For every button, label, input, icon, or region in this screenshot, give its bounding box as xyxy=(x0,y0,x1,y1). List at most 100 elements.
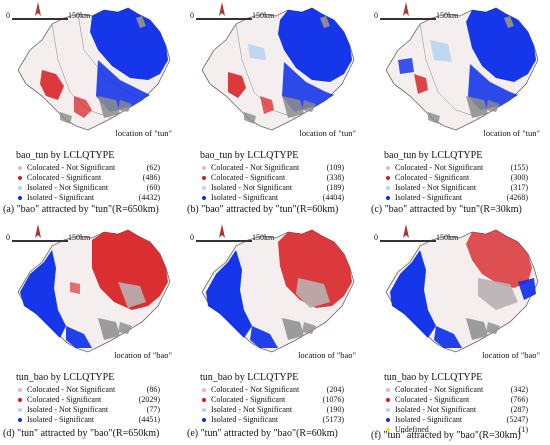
legend-item: Colocated - Significant (486) xyxy=(0,173,178,183)
legend-count: (109) xyxy=(326,163,344,172)
map-e: 0 150km location of "bao" xyxy=(184,222,362,370)
north-arrow-icon xyxy=(35,2,41,16)
legend-symbol xyxy=(18,186,22,190)
legend-label: Isolated - Significant xyxy=(27,415,95,424)
north-arrow-icon xyxy=(35,224,41,238)
legend-item: Isolated - Significant (4268) xyxy=(368,193,546,203)
legend-title: bao_tun by LCLQTYPE xyxy=(384,150,483,161)
scale-zero-label: 0 xyxy=(190,11,194,20)
legend-count: (190) xyxy=(326,405,344,414)
scale-bar: 0 150km xyxy=(4,2,94,22)
legend-count: (1076) xyxy=(322,395,344,404)
scale-distance-label: 150km xyxy=(252,233,275,242)
scale-distance-label: 150km xyxy=(252,11,275,20)
legend-label: Colocated - Significant xyxy=(395,395,470,404)
panel-b: 0 150km location of "tun" bao_tun by LCL… xyxy=(184,0,362,218)
legend-label: Isolated - Significant xyxy=(211,415,279,424)
legend-label: Colocated - Not Significant xyxy=(395,385,484,394)
legend-count: (189) xyxy=(326,183,344,192)
legend-symbol xyxy=(18,176,22,180)
legend-symbol xyxy=(18,418,22,422)
legend-symbol xyxy=(386,388,390,392)
scale-zero-label: 0 xyxy=(374,11,378,20)
scale-line xyxy=(196,18,252,20)
legend-label: Undefined xyxy=(395,425,429,434)
legend-item: Colocated - Significant (2029) xyxy=(0,395,178,405)
legend-title: tun_bao by LCLQTYPE xyxy=(16,372,115,383)
legend-count: (204) xyxy=(326,385,344,394)
legend-label: Isolated - Significant xyxy=(211,193,279,202)
legend-label: Isolated - Not Significant xyxy=(395,405,477,414)
north-arrow-icon xyxy=(219,224,225,238)
legend-symbol xyxy=(18,196,22,200)
legend-item: Isolated - Significant (4404) xyxy=(184,193,362,203)
legend-count: (2029) xyxy=(138,395,160,404)
north-arrow-icon xyxy=(403,2,409,16)
map-d: 0 150km location of "bao" xyxy=(0,222,178,370)
legend-title: tun_bao by LCLQTYPE xyxy=(200,372,299,383)
legend-symbol xyxy=(18,166,22,170)
legend: tun_bao by LCLQTYPE Colocated - Not Sign… xyxy=(0,372,178,425)
legend-label: Colocated - Not Significant xyxy=(395,163,484,172)
panel-f: 0 150km location of "bao" tun_bao by LCL… xyxy=(368,222,546,441)
legend-symbol xyxy=(386,408,390,412)
legend-count: (155) xyxy=(510,163,528,172)
legend-item: Isolated - Significant (5247) xyxy=(368,415,546,425)
scale-bar: 0 150km xyxy=(188,2,278,22)
legend-symbol xyxy=(386,398,390,402)
legend-symbol xyxy=(18,408,22,412)
panel-a: 0 150km location of "tun" bao_tun by LCL… xyxy=(0,0,178,218)
legend-label: Isolated - Not Significant xyxy=(27,183,109,192)
map-b: 0 150km location of "tun" xyxy=(184,0,362,148)
legend: tun_bao by LCLQTYPE Colocated - Not Sign… xyxy=(368,372,546,435)
scale-bar: 0 150km xyxy=(372,224,462,244)
scale-zero-label: 0 xyxy=(374,233,378,242)
location-label: location of "tun" xyxy=(115,128,172,138)
scale-bar: 0 150km xyxy=(188,224,278,244)
caption: (c) "bao" attracted by "tun"(R=30km) xyxy=(371,204,522,215)
legend-item: Isolated - Not Significant (77) xyxy=(0,405,178,415)
legend-symbol xyxy=(18,388,22,392)
legend-label: Isolated - Not Significant xyxy=(27,405,109,414)
legend: bao_tun by LCLQTYPE Colocated - Not Sign… xyxy=(0,150,178,203)
location-label: location of "bao" xyxy=(482,350,540,360)
legend-label: Colocated - Significant xyxy=(211,173,286,182)
legend-label: Isolated - Not Significant xyxy=(395,183,477,192)
legend-label: Colocated - Significant xyxy=(27,395,102,404)
legend-symbol xyxy=(386,176,390,180)
legend-label: Colocated - Not Significant xyxy=(27,163,116,172)
legend-label: Colocated - Significant xyxy=(395,173,470,182)
legend-label: Isolated - Significant xyxy=(395,193,463,202)
legend-count: (86) xyxy=(146,385,160,394)
scale-distance-label: 150km xyxy=(436,11,459,20)
legend-count: (62) xyxy=(146,163,160,172)
legend-count: (77) xyxy=(146,405,160,414)
legend-count: (4432) xyxy=(138,193,160,202)
legend-item: Colocated - Not Significant (86) xyxy=(0,385,178,395)
legend-count: (4451) xyxy=(138,415,160,424)
legend-symbol xyxy=(202,176,206,180)
legend-count: (60) xyxy=(146,183,160,192)
scale-bar: 0 150km xyxy=(372,2,462,22)
legend-item: Isolated - Significant (4451) xyxy=(0,415,178,425)
legend-symbol xyxy=(18,398,22,402)
legend-symbol xyxy=(202,388,206,392)
legend-item: Colocated - Not Significant (342) xyxy=(368,385,546,395)
scale-bar: 0 150km xyxy=(4,224,94,244)
caption: (e) "tun" attracted by "bao"(R=60km) xyxy=(187,428,338,439)
legend-item: Colocated - Not Significant (155) xyxy=(368,163,546,173)
scale-line xyxy=(380,18,436,20)
legend-label: Colocated - Significant xyxy=(27,173,102,182)
scale-zero-label: 0 xyxy=(190,233,194,242)
legend-symbol xyxy=(202,196,206,200)
legend: bao_tun by LCLQTYPE Colocated - Not Sign… xyxy=(368,150,546,203)
legend-count: (1) xyxy=(518,425,528,434)
legend-item: Isolated - Not Significant (287) xyxy=(368,405,546,415)
location-label: location of "bao" xyxy=(114,350,172,360)
scale-distance-label: 150km xyxy=(436,233,459,242)
legend-item: Isolated - Significant (4432) xyxy=(0,193,178,203)
legend-count: (4268) xyxy=(506,193,528,202)
legend-item: Isolated - Not Significant (190) xyxy=(184,405,362,415)
legend-count: (287) xyxy=(510,405,528,414)
scale-line xyxy=(12,240,68,242)
